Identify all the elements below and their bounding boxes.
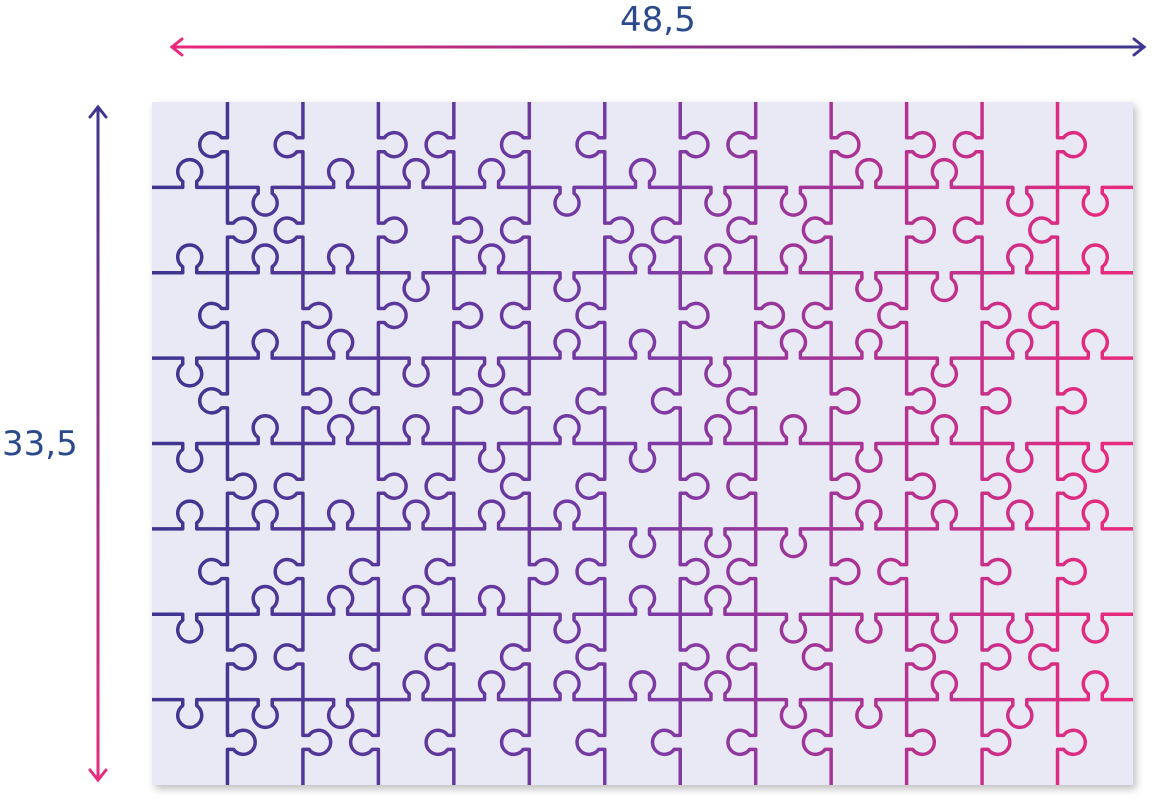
height-label: 33,5 — [2, 424, 78, 464]
width-label: 48,5 — [620, 0, 696, 40]
width-arrow — [169, 37, 1147, 57]
height-arrow — [88, 104, 108, 783]
puzzle-cut-lines — [152, 102, 1133, 785]
